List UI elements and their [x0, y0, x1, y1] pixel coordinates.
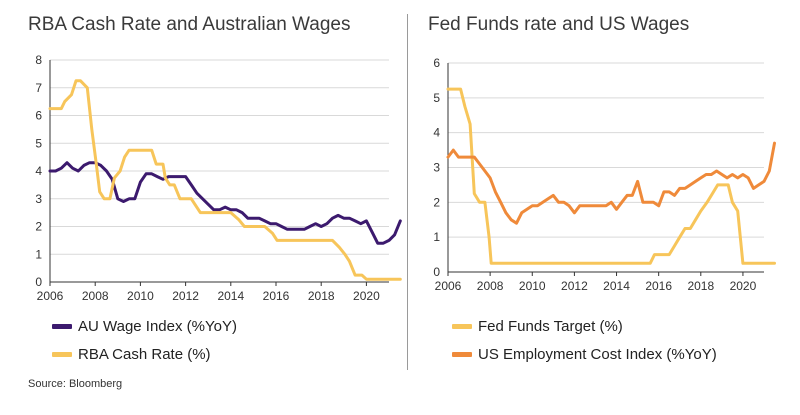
- right-legend: Fed Funds Target (%) US Employment Cost …: [452, 314, 717, 370]
- x-tick-label: 2016: [263, 289, 290, 303]
- source-note: Source: Bloomberg: [28, 378, 123, 390]
- right-chart-title: Fed Funds rate and US Wages: [428, 14, 690, 35]
- panel-divider: [407, 14, 408, 370]
- x-tick-label: 2006: [37, 289, 64, 303]
- legend-item-fed-funds: Fed Funds Target (%): [452, 314, 717, 338]
- x-tick-label: 2008: [82, 289, 109, 303]
- y-tick-label: 6: [35, 109, 42, 123]
- y-tick-label: 2: [433, 195, 440, 209]
- legend-label-fed-funds: Fed Funds Target (%): [478, 317, 623, 335]
- x-tick-label: 2012: [172, 289, 199, 303]
- x-tick-label: 2014: [603, 279, 630, 293]
- x-tick-label: 2010: [519, 279, 546, 293]
- legend-label-rba-cash: RBA Cash Rate (%): [78, 345, 211, 363]
- series-line-1: [446, 141, 776, 225]
- x-tick-label: 2014: [217, 289, 244, 303]
- y-tick-label: 5: [433, 91, 440, 105]
- x-tick-label: 2006: [435, 279, 462, 293]
- y-tick-label: 1: [433, 230, 440, 244]
- series-line-1: [48, 79, 402, 281]
- y-tick-label: 4: [35, 164, 42, 178]
- series-line-0: [48, 161, 402, 245]
- y-tick-label: 6: [433, 56, 440, 70]
- legend-swatch-us-eci: [452, 351, 472, 357]
- x-tick-label: 2012: [561, 279, 588, 293]
- legend-label-us-eci: US Employment Cost Index (%YoY): [478, 345, 717, 363]
- legend-swatch-fed-funds: [452, 323, 472, 329]
- legend-swatch-rba-cash: [52, 351, 72, 357]
- x-tick-label: 2010: [127, 289, 154, 303]
- x-tick-label: 2020: [353, 289, 380, 303]
- y-tick-label: 5: [35, 136, 42, 150]
- series-line-0: [446, 87, 776, 265]
- legend-item-rba-cash: RBA Cash Rate (%): [52, 342, 237, 366]
- x-tick-label: 2020: [730, 279, 757, 293]
- y-tick-label: 2: [35, 220, 42, 234]
- legend-item-us-eci: US Employment Cost Index (%YoY): [452, 342, 717, 366]
- y-tick-label: 4: [433, 126, 440, 140]
- y-tick-label: 8: [35, 53, 42, 67]
- left-legend: AU Wage Index (%YoY) RBA Cash Rate (%): [52, 314, 237, 370]
- y-tick-label: 3: [433, 161, 440, 175]
- x-tick-label: 2018: [687, 279, 714, 293]
- legend-label-au-wage: AU Wage Index (%YoY): [78, 317, 237, 335]
- x-tick-label: 2018: [308, 289, 335, 303]
- y-tick-label: 1: [35, 247, 42, 261]
- y-tick-label: 0: [433, 265, 440, 279]
- y-tick-label: 3: [35, 192, 42, 206]
- y-tick-label: 0: [35, 275, 42, 289]
- legend-item-au-wage: AU Wage Index (%YoY): [52, 314, 237, 338]
- legend-swatch-au-wage: [52, 323, 72, 329]
- y-tick-label: 7: [35, 81, 42, 95]
- x-tick-label: 2016: [645, 279, 672, 293]
- left-chart-title: RBA Cash Rate and Australian Wages: [28, 14, 351, 35]
- x-tick-label: 2008: [477, 279, 504, 293]
